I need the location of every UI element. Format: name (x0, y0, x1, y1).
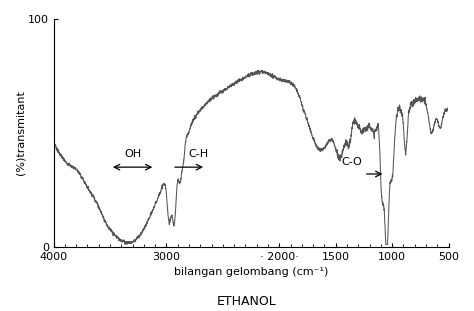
Y-axis label: (%)transmitant: (%)transmitant (15, 91, 25, 175)
Text: ETHANOL: ETHANOL (217, 295, 276, 308)
Text: C-O: C-O (341, 157, 362, 167)
Text: OH: OH (124, 149, 141, 159)
Text: C-H: C-H (188, 149, 208, 159)
X-axis label: bilangan gelombang (cm⁻¹): bilangan gelombang (cm⁻¹) (174, 267, 328, 277)
